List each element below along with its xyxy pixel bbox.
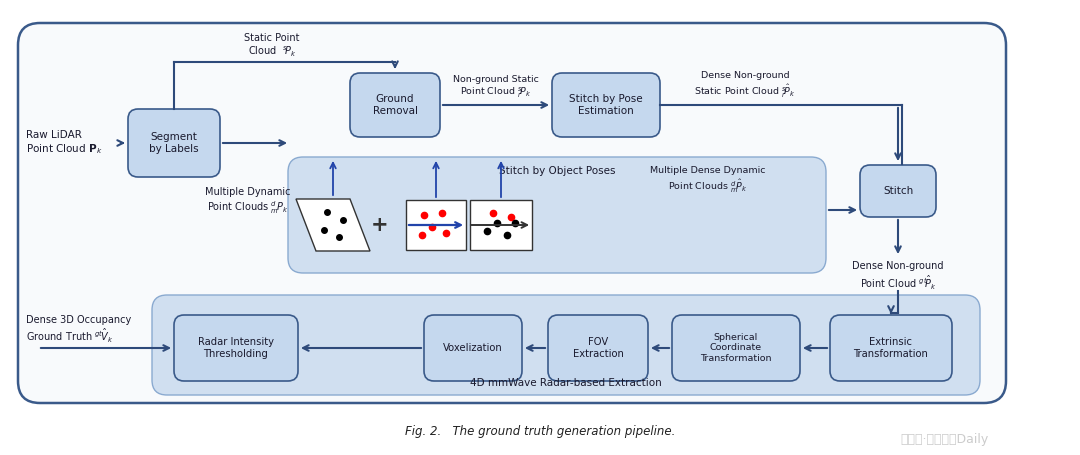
FancyBboxPatch shape	[152, 295, 980, 395]
Bar	[470, 200, 532, 250]
FancyBboxPatch shape	[831, 315, 951, 381]
Text: Fig. 2.   The ground truth generation pipeline.: Fig. 2. The ground truth generation pipe…	[405, 425, 675, 438]
Text: Extrinsic
Transformation: Extrinsic Transformation	[853, 337, 929, 359]
FancyBboxPatch shape	[860, 165, 936, 217]
FancyBboxPatch shape	[552, 73, 660, 137]
Text: Dense Non-ground
Point Cloud ${}^{gt}\!\hat{P}_k$: Dense Non-ground Point Cloud ${}^{gt}\!\…	[852, 261, 944, 292]
FancyBboxPatch shape	[548, 315, 648, 381]
Text: +: +	[372, 215, 389, 235]
Text: Radar Intensity
Thresholding: Radar Intensity Thresholding	[198, 337, 274, 359]
Text: Voxelization: Voxelization	[443, 343, 503, 353]
Text: Stitch by Pose
Estimation: Stitch by Pose Estimation	[569, 94, 643, 116]
Text: Raw LiDAR
Point Cloud $\mathbf{P}_k$: Raw LiDAR Point Cloud $\mathbf{P}_k$	[26, 130, 103, 156]
Text: Stitch: Stitch	[882, 186, 913, 196]
FancyBboxPatch shape	[288, 157, 826, 273]
Text: Spherical
Coordinate
Transformation: Spherical Coordinate Transformation	[700, 333, 772, 363]
Text: Non-ground Static
Point Cloud ${}^{s}_{r}\!P_k$: Non-ground Static Point Cloud ${}^{s}_{r…	[454, 75, 539, 100]
Text: 4D mmWave Radar-based Extraction: 4D mmWave Radar-based Extraction	[470, 378, 662, 388]
Polygon shape	[296, 199, 370, 251]
Text: 公众号·自动驾驶Daily: 公众号·自动驾驶Daily	[901, 433, 989, 445]
FancyBboxPatch shape	[672, 315, 800, 381]
Text: Static Point
Cloud  ${}^{s}\!P_k$: Static Point Cloud ${}^{s}\!P_k$	[244, 33, 300, 59]
Text: Stitch by Object Poses: Stitch by Object Poses	[499, 166, 616, 176]
Text: Segment
by Labels: Segment by Labels	[149, 132, 199, 154]
Text: FOV
Extraction: FOV Extraction	[572, 337, 623, 359]
FancyBboxPatch shape	[129, 109, 220, 177]
Text: Dense 3D Occupancy
Ground Truth ${}^{gt}\!\hat{V}_k$: Dense 3D Occupancy Ground Truth ${}^{gt}…	[26, 314, 132, 345]
Bar	[406, 200, 465, 250]
FancyBboxPatch shape	[424, 315, 522, 381]
Text: Multiple Dense Dynamic
Point Clouds ${}^{d}_{m}\!\hat{P}_k$: Multiple Dense Dynamic Point Clouds ${}^…	[650, 166, 766, 195]
Text: Multiple Dynamic
Point Clouds ${}^{d}_{m}\!P_k$: Multiple Dynamic Point Clouds ${}^{d}_{m…	[205, 187, 291, 216]
Text: Ground
Removal: Ground Removal	[373, 94, 418, 116]
FancyBboxPatch shape	[18, 23, 1005, 403]
FancyBboxPatch shape	[350, 73, 440, 137]
FancyBboxPatch shape	[174, 315, 298, 381]
Text: Dense Non-ground
Static Point Cloud ${}^{s}_{r}\!\hat{P}_k$: Dense Non-ground Static Point Cloud ${}^…	[694, 71, 796, 100]
